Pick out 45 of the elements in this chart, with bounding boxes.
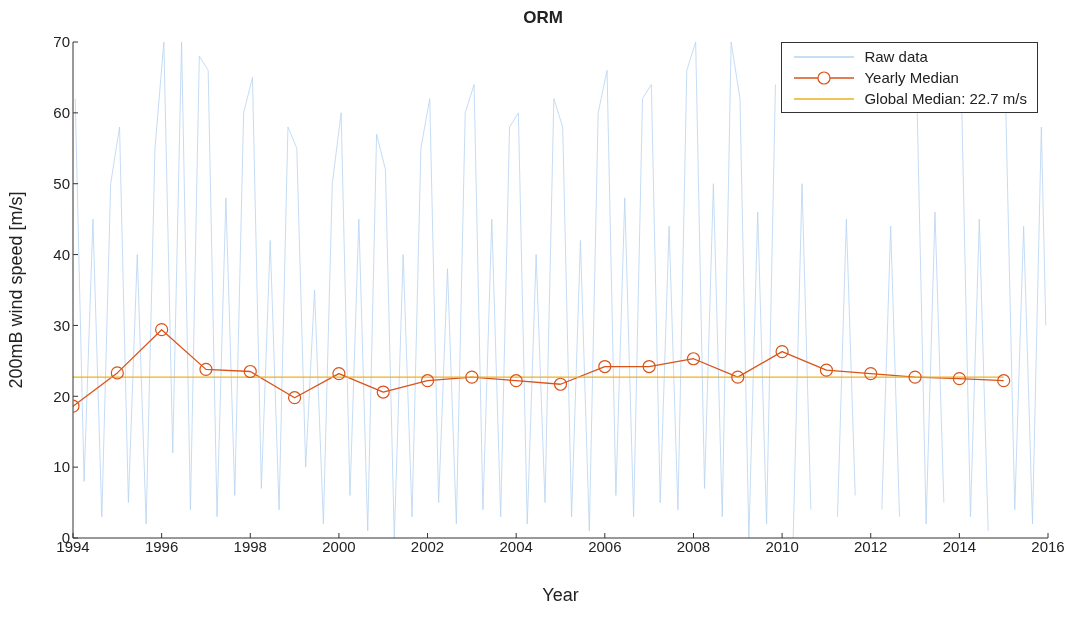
point xyxy=(465,370,479,384)
x-axis-title: Year xyxy=(542,584,579,605)
y-tick-label: 40 xyxy=(53,245,70,263)
point xyxy=(864,367,878,381)
x-tick-label: 1998 xyxy=(233,537,267,555)
chart-title: ORM xyxy=(522,8,564,29)
legend-label: Global Median: 22.7 m/s xyxy=(864,89,1027,109)
x-tick-label: 2010 xyxy=(765,537,799,555)
point xyxy=(420,374,435,388)
point xyxy=(199,362,213,376)
point xyxy=(243,364,257,379)
point xyxy=(997,374,1011,388)
point xyxy=(332,367,346,381)
x-tick-label: 2012 xyxy=(854,537,888,555)
point xyxy=(642,359,656,374)
point xyxy=(686,352,701,366)
y-tick-label: 10 xyxy=(53,458,70,476)
point xyxy=(775,345,789,359)
point xyxy=(287,391,302,405)
point xyxy=(110,366,124,380)
point xyxy=(598,359,612,374)
point xyxy=(952,371,966,386)
x-tick-label: 2002 xyxy=(410,537,445,555)
x-tick-label: 2016 xyxy=(1031,537,1065,555)
x-tick-label: 2014 xyxy=(942,537,977,555)
point xyxy=(509,374,523,388)
x-tick-label: 1996 xyxy=(144,537,179,555)
y-tick-label: 20 xyxy=(53,387,70,405)
x-tick-label: 2004 xyxy=(499,537,533,555)
point xyxy=(731,370,745,384)
y-tick-label: 60 xyxy=(53,104,70,122)
point xyxy=(376,385,390,399)
y-tick-label: 30 xyxy=(53,316,70,334)
legend-label: Raw data xyxy=(864,47,928,67)
point xyxy=(155,323,169,337)
point xyxy=(908,370,922,384)
legend-label: Yearly Median xyxy=(864,68,959,88)
y-tick-label: 50 xyxy=(53,175,70,193)
y-tick-label: 70 xyxy=(53,33,70,51)
x-tick-label: 2008 xyxy=(676,537,711,555)
x-tick-label: 2006 xyxy=(588,537,622,555)
y-axis-title: 200mB wind speed [m/s] xyxy=(6,191,27,389)
point xyxy=(819,363,834,377)
x-tick-label: 2000 xyxy=(322,537,356,555)
point xyxy=(553,377,568,391)
